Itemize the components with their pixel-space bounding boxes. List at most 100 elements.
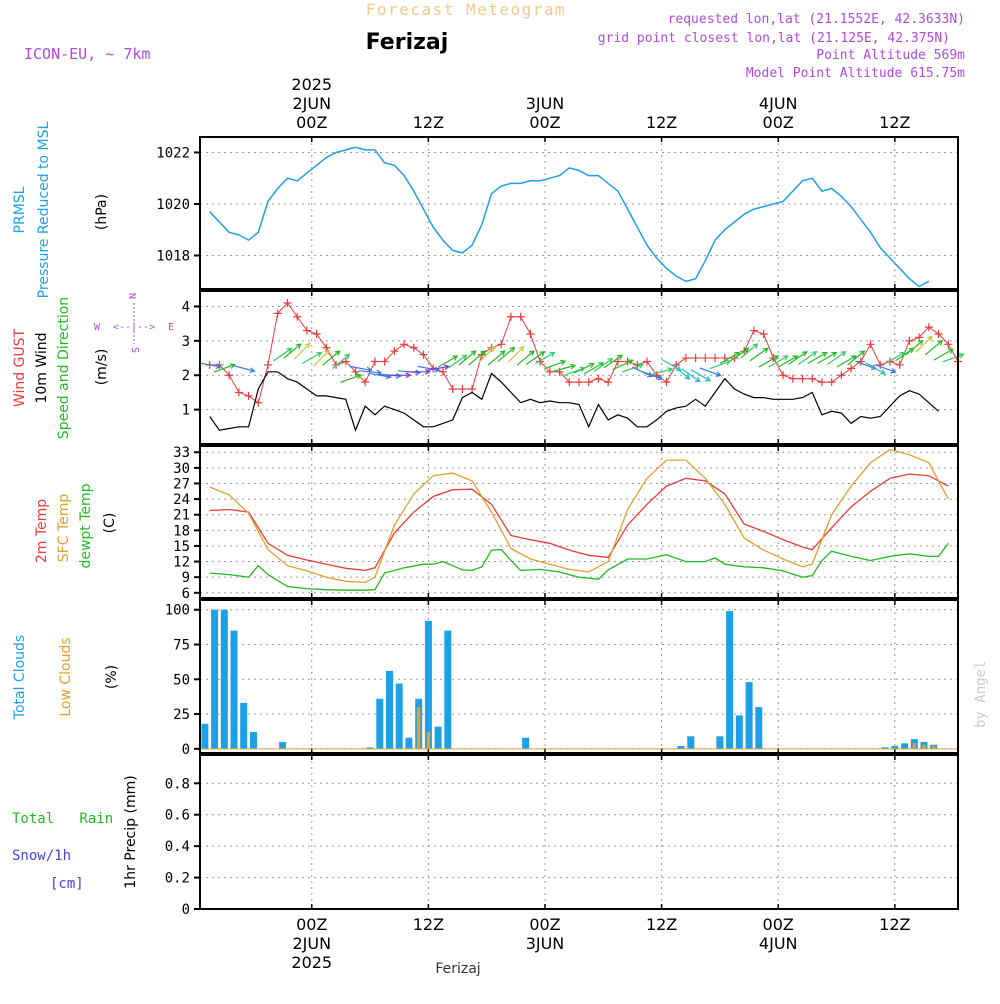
- gust-marker: [419, 350, 428, 359]
- wind-direction-arrow: [407, 368, 431, 375]
- gust-marker: [681, 354, 690, 363]
- gust-marker: [506, 312, 515, 321]
- temp-unit: (C): [102, 513, 118, 534]
- y-tick-label: 0: [182, 742, 190, 758]
- low-clouds-bar: [912, 743, 916, 749]
- gust-marker: [837, 371, 846, 380]
- time-label: 00Z: [296, 915, 327, 934]
- gust-marker: [351, 367, 360, 376]
- gust-marker: [458, 384, 467, 393]
- wind-direction-arrow: [847, 350, 866, 366]
- gust-marker: [225, 371, 234, 380]
- panel-frame: [199, 445, 959, 599]
- snow-unit: [cm]: [50, 876, 84, 892]
- y-tick-label: 18: [173, 523, 190, 539]
- gust-marker: [526, 329, 535, 338]
- y-tick-label: 2: [182, 368, 190, 384]
- gust-marker: [293, 312, 302, 321]
- requested-coords: requested lon,lat (21.1552E, 42.3633N): [668, 12, 965, 27]
- total-clouds-bar: [881, 747, 889, 749]
- gust-marker: [749, 326, 758, 335]
- total-clouds-bar: [745, 682, 753, 749]
- snow-label: Snow/1h: [12, 848, 71, 864]
- gust-marker: [273, 309, 282, 318]
- wind-direction-arrow: [905, 339, 924, 356]
- dewpt-line: [209, 542, 949, 591]
- wind-direction-arrow: [573, 362, 595, 374]
- total-clouds-bar: [444, 630, 452, 749]
- wind-direction-arrow: [768, 355, 789, 368]
- wind-direction-arrow: [690, 369, 712, 382]
- wind-direction-arrow: [468, 350, 487, 366]
- wind-direction-arrow: [865, 362, 886, 375]
- wind-direction-arrow: [885, 351, 906, 365]
- gust-marker: [905, 336, 914, 345]
- wind-panel: Wind GUST 10m Wind Speed and Direction (…: [12, 290, 965, 445]
- gust-marker: [856, 357, 865, 366]
- model-altitude: Model Point Altitude 615.75m: [746, 66, 965, 81]
- gust-marker: [817, 378, 826, 387]
- gust-marker: [915, 333, 924, 342]
- wind-direction-arrow: [544, 359, 567, 370]
- gust-marker: [876, 360, 885, 369]
- total-clouds-bar: [726, 611, 734, 749]
- gust-line: [209, 302, 959, 404]
- panel-frame: [199, 290, 959, 445]
- precip-label: 1hr Precip (mm): [123, 775, 139, 888]
- footer-location: Ferizaj: [435, 961, 480, 977]
- y-tick-label: 0: [182, 902, 190, 918]
- gust-marker: [759, 329, 768, 338]
- gust-marker: [409, 343, 418, 352]
- y-tick-label: 0.6: [165, 808, 190, 824]
- gust-marker: [312, 329, 321, 338]
- gust-marker: [244, 391, 253, 400]
- watermark: by Angel: [973, 661, 989, 728]
- wind-direction-arrow: [198, 362, 222, 369]
- gust-marker: [438, 367, 447, 376]
- wind-direction-arrow: [448, 354, 468, 369]
- low-clouds-label: Low Clouds: [58, 637, 74, 716]
- time-label: 3JUN: [526, 94, 565, 113]
- low-clouds-bar: [932, 746, 936, 749]
- direction-label: Speed and Direction: [56, 297, 72, 439]
- total-clouds-bar: [250, 732, 257, 749]
- compass-west: W: [94, 322, 101, 333]
- total-clouds-bar: [901, 743, 909, 749]
- gust-marker: [711, 354, 720, 363]
- gust-marker: [924, 323, 933, 332]
- total-clouds-bar: [677, 746, 685, 749]
- y-tick-label: 12: [173, 555, 190, 571]
- wind-direction-arrow: [788, 350, 808, 365]
- wind-direction-arrow: [535, 351, 556, 365]
- wind-direction-arrow: [593, 357, 614, 372]
- compass-north: N: [126, 293, 137, 299]
- time-label: 2025: [291, 953, 332, 972]
- total-clouds-bar: [386, 670, 393, 749]
- wind-direction-arrow: [758, 355, 780, 368]
- gust-marker: [283, 299, 292, 308]
- gust-marker: [827, 378, 836, 387]
- y-tick-label: 27: [173, 476, 190, 492]
- total-clouds-bar: [279, 741, 287, 749]
- wind-direction-arrow: [827, 350, 847, 365]
- gust-marker: [361, 378, 370, 387]
- low-clouds-bar: [922, 744, 926, 749]
- total-clouds-bar: [405, 737, 413, 749]
- wind-direction-arrow: [232, 364, 256, 373]
- wind-direction-arrow: [681, 368, 701, 383]
- y-tick-label: 4: [182, 299, 190, 315]
- time-label: 00Z: [296, 113, 327, 132]
- wind-direction-arrow: [603, 354, 624, 369]
- time-label: 2JUN: [292, 934, 331, 953]
- wind-direction-arrow: [301, 351, 323, 365]
- wind-direction-arrow: [933, 348, 954, 361]
- wind-direction-arrow: [525, 350, 546, 365]
- sfc-temp-line: [209, 448, 949, 584]
- y-tick-label: 25: [173, 707, 190, 723]
- time-label: 12Z: [879, 113, 910, 132]
- gust-marker: [341, 357, 350, 366]
- y-tick-label: 100: [165, 603, 190, 619]
- wind-direction-arrow: [650, 367, 674, 376]
- gust-marker: [322, 343, 331, 352]
